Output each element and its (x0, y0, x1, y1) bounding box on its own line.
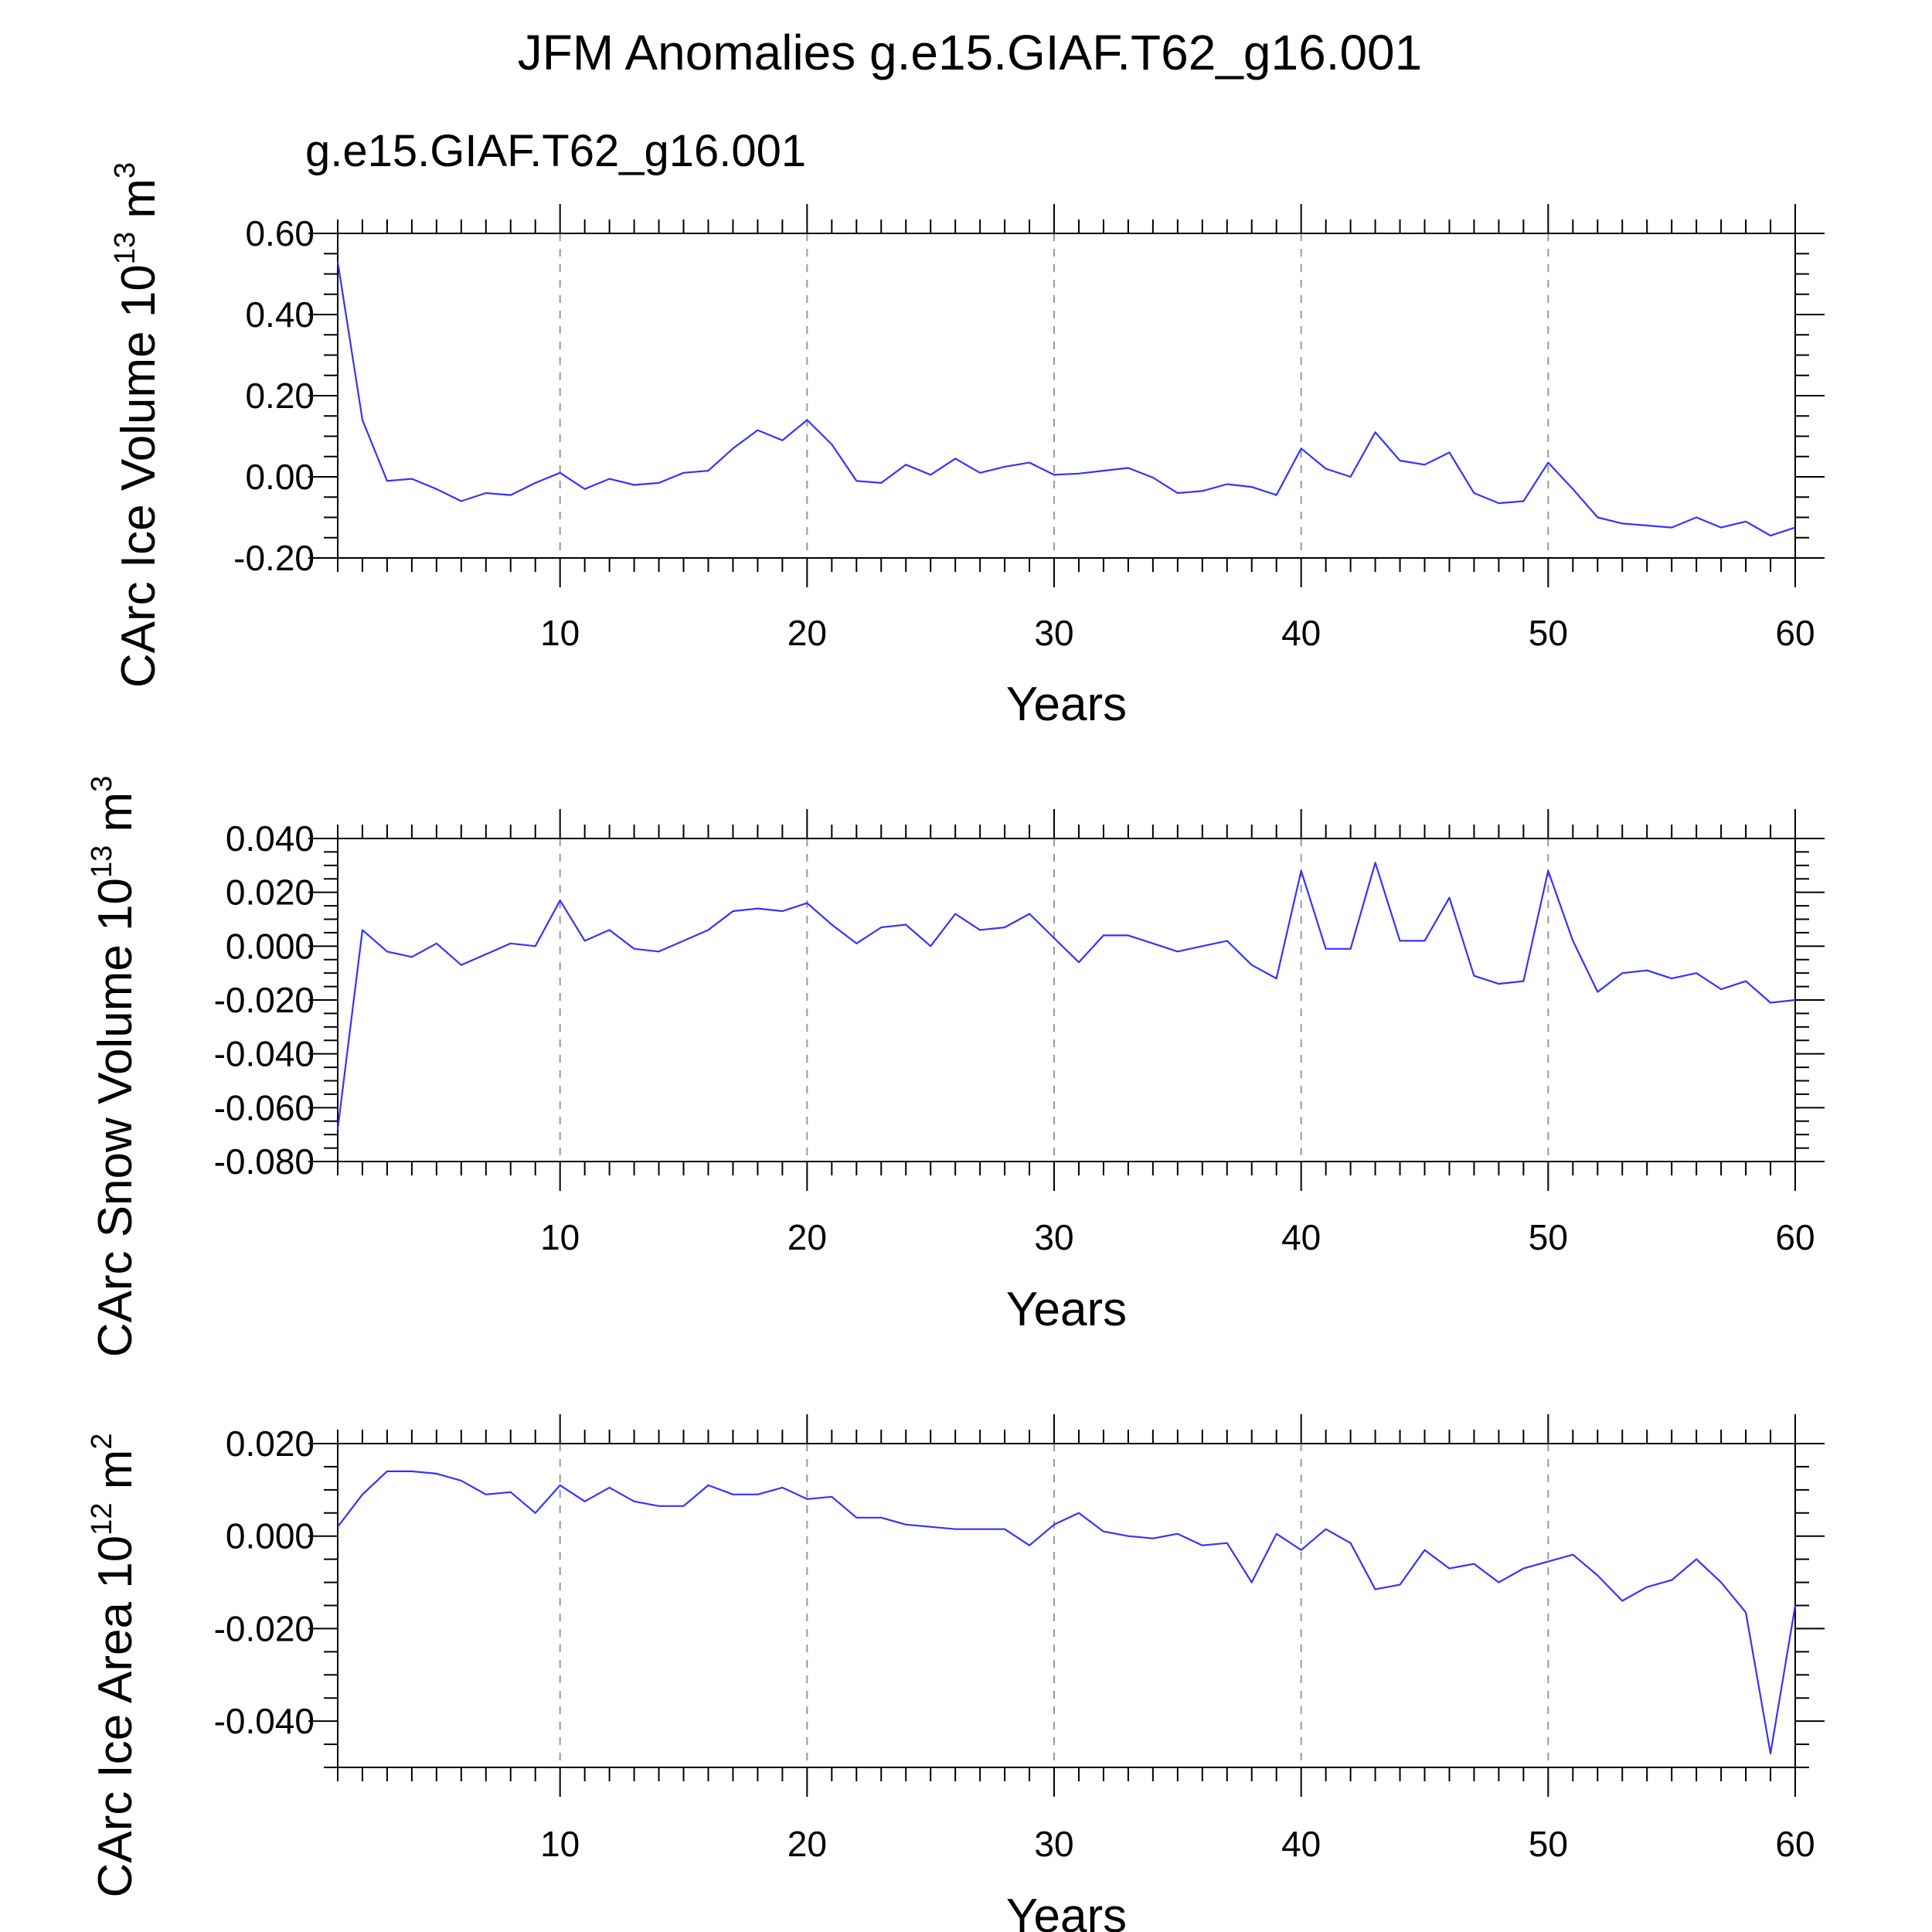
y-axis-label-part: 13 (86, 845, 118, 878)
y-tick-label: -0.020 (214, 1608, 315, 1648)
y-tick-label: 0.000 (226, 926, 315, 966)
series-points (337, 862, 1796, 1130)
y-tick-label: -0.080 (214, 1141, 315, 1182)
y-tick-label: -0.020 (214, 980, 315, 1020)
y-tick-label: 0.000 (226, 1516, 315, 1556)
series-points (337, 261, 1796, 536)
panel-1: 10 20 30 40 50 60 -0.20 0.00 0.20 0.40 0.60 Years CA… (109, 162, 1825, 731)
y-axis-label-part: 12 (86, 1503, 118, 1536)
plot-frame (337, 233, 1796, 559)
y-tick-label: 0.40 (245, 294, 315, 335)
x-tick-label: 60 (1775, 1217, 1815, 1257)
y-axis-label-part: CArc Ice Area (89, 1589, 142, 1898)
x-tick-label: 10 (540, 1217, 580, 1257)
series-line (337, 1470, 1797, 1755)
x-tick-label: 10 (540, 1824, 580, 1864)
y-tick-label: 0.040 (226, 818, 315, 859)
y-tick-label: 0.20 (245, 376, 315, 416)
y-tick-label: -0.040 (214, 1701, 315, 1741)
x-tick-label: 30 (1034, 613, 1073, 653)
y-tick-label: -0.040 (214, 1034, 315, 1074)
x-tick-label: 50 (1529, 613, 1568, 653)
panel-3: 10 20 30 40 50 60 -0.040 -0.020 0.000 0.020 Years C… (86, 1414, 1825, 1932)
x-axis-label: Years (1006, 678, 1127, 731)
y-axis-label-part: 3 (109, 162, 141, 179)
y-tick-label: 0.60 (245, 213, 315, 253)
y-axis-label-part: 13 (109, 232, 141, 264)
x-axis-label: Years (1006, 1283, 1127, 1336)
figure-title: JFM Anomalies g.e15.GIAF.T62_g16.001 (518, 25, 1422, 80)
y-axis-label-part: 10 (89, 878, 142, 931)
x-tick-label: 40 (1281, 613, 1321, 653)
y-axis-label-part: m (89, 792, 142, 845)
y-axis-label-part: CArc Snow Volume (89, 931, 142, 1357)
y-tick-label: 0.00 (245, 457, 315, 497)
panels: 10 20 30 40 50 60 -0.20 0.00 0.20 0.40 0.60 Years CA… (86, 162, 1825, 1932)
y-axis-label: CArc Snow Volume 1013 m3 (86, 776, 142, 1358)
plot-frame (337, 1443, 1796, 1768)
x-tick-label: 40 (1281, 1824, 1321, 1864)
figure-subtitle: g.e15.GIAF.T62_g16.001 (305, 126, 806, 176)
x-tick-label: 60 (1775, 613, 1815, 653)
y-tick-label: -0.20 (233, 538, 315, 578)
y-axis-label-part: 10 (89, 1536, 142, 1589)
y-axis-label: CArc Ice Volume 1013 m3 (109, 162, 165, 688)
x-axis-label: Years (1006, 1889, 1127, 1932)
y-tick-label: 0.020 (226, 1423, 315, 1464)
plot-frame (337, 838, 1796, 1162)
y-axis-label-part: 3 (86, 776, 118, 792)
series-line (336, 261, 1796, 537)
x-tick-label: 20 (787, 613, 827, 653)
y-axis-label-part: 2 (86, 1434, 118, 1450)
x-tick-label: 20 (787, 1824, 827, 1864)
x-tick-label: 30 (1034, 1824, 1073, 1864)
y-axis-label-part: m (89, 1450, 142, 1503)
y-axis-label-part: CArc Ice Volume (112, 318, 165, 688)
x-tick-label: 10 (540, 613, 580, 653)
x-tick-label: 50 (1529, 1824, 1568, 1864)
y-tick-label: 0.020 (226, 872, 315, 913)
y-axis-label-part: 10 (112, 264, 165, 318)
x-tick-label: 40 (1281, 1217, 1321, 1257)
x-tick-label: 30 (1034, 1217, 1073, 1257)
x-tick-label: 50 (1529, 1217, 1568, 1257)
y-axis-label-part: m (112, 179, 165, 232)
series-line (336, 862, 1796, 1130)
y-axis-label: CArc Ice Area 1012 m2 (86, 1434, 142, 1898)
panel-2: 10 20 30 40 50 60 -0.080 -0.060 -0.040 -0.020 0.00… (86, 776, 1825, 1358)
series-points (337, 1471, 1796, 1754)
x-tick-label: 20 (787, 1217, 827, 1257)
y-tick-label: -0.060 (214, 1087, 315, 1128)
x-tick-label: 60 (1775, 1824, 1815, 1864)
